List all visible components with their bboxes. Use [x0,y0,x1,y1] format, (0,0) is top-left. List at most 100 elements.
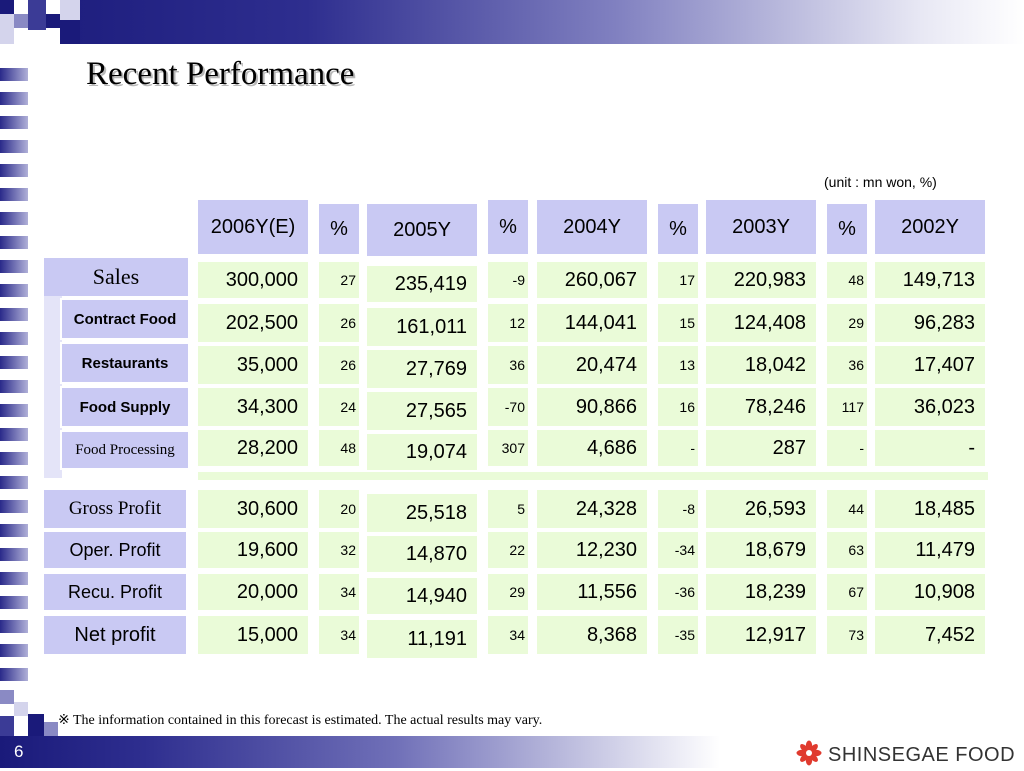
cell-r3-v2004: 90,866 [537,388,647,426]
cell-r6-v2003: 18,679 [706,532,816,568]
cell-r3-p1: 24 [319,388,359,426]
top-banner [0,0,1024,44]
cell-r3-v2005: 27,565 [367,392,477,430]
cell-r8-v2005: 11,191 [367,620,477,658]
cell-r7-v2003: 18,239 [706,574,816,610]
cell-r6-p4: 63 [827,532,867,568]
cell-r6-p3: -34 [658,532,698,568]
page-title: Recent Performance [86,56,355,92]
cell-r1-v2003: 124,408 [706,304,816,342]
row-label-contract-food: Contract Food [60,298,190,340]
cell-r5-p3: -8 [658,490,698,528]
cell-r1-p4: 29 [827,304,867,342]
row-label-net-profit: Net profit [44,616,186,654]
cell-r8-p1: 34 [319,616,359,654]
cell-r0-p2: -9 [488,262,528,298]
cell-r5-v2003: 26,593 [706,490,816,528]
flower-logo-icon [796,740,822,771]
page-number: 6 [14,742,24,761]
col-header-pct-1: % [319,204,359,254]
cell-r6-p2: 22 [488,532,528,568]
cell-r0-v2006: 300,000 [198,262,308,298]
col-header-pct-4: % [827,204,867,254]
cell-r2-p1: 26 [319,346,359,384]
cell-r5-v2002: 18,485 [875,490,985,528]
cell-r8-p4: 73 [827,616,867,654]
cell-r2-v2003: 18,042 [706,346,816,384]
row-label-recu-profit: Recu. Profit [44,574,186,610]
row-label-restaurants: Restaurants [60,342,190,384]
cell-r8-p2: 34 [488,616,528,654]
col-header-2004: 2004Y [537,200,647,254]
cell-r7-p2: 29 [488,574,528,610]
cell-r5-v2005: 25,518 [367,494,477,532]
cell-r2-v2005: 27,769 [367,350,477,388]
top-checker-decoration [0,0,80,44]
cell-r6-v2005: 14,870 [367,536,477,572]
row-label-food-supply: Food Supply [60,386,190,428]
cell-r2-p3: 13 [658,346,698,384]
cell-r4-p4: - [827,430,867,466]
cell-r8-v2003: 12,917 [706,616,816,654]
cell-r5-p4: 44 [827,490,867,528]
cell-r4-v2002: - [875,430,985,466]
cell-r6-v2002: 11,479 [875,532,985,568]
cell-r5-v2006: 30,600 [198,490,308,528]
cell-r0-p3: 17 [658,262,698,298]
col-header-2003: 2003Y [706,200,816,254]
cell-r4-v2005: 19,074 [367,434,477,470]
cell-r6-v2004: 12,230 [537,532,647,568]
cell-r8-v2002: 7,452 [875,616,985,654]
col-header-pct-2: % [488,200,528,254]
cell-r0-v2005: 235,419 [367,266,477,302]
cell-r1-v2006: 202,500 [198,304,308,342]
cell-r2-v2006: 35,000 [198,346,308,384]
cell-r2-v2004: 20,474 [537,346,647,384]
cell-r3-v2006: 34,300 [198,388,308,426]
col-header-pct-3: % [658,204,698,254]
cell-r2-p4: 36 [827,346,867,384]
cell-r8-v2004: 8,368 [537,616,647,654]
cell-r0-v2003: 220,983 [706,262,816,298]
cell-r7-v2006: 20,000 [198,574,308,610]
bottom-banner [0,736,720,768]
row-label-gross-profit: Gross Profit [44,490,186,528]
cell-r3-p3: 16 [658,388,698,426]
bottom-checker-decoration [0,690,60,736]
cell-r4-p3: - [658,430,698,466]
cell-r4-p1: 48 [319,430,359,466]
group-divider [198,472,988,480]
cell-r3-v2003: 78,246 [706,388,816,426]
cell-r4-v2003: 287 [706,430,816,466]
cell-r7-p4: 67 [827,574,867,610]
footnote: ※ The information contained in this fore… [58,713,543,728]
cell-r3-p4: 117 [827,388,867,426]
subgroup-bracket [44,296,62,478]
cell-r4-p2: 307 [488,430,528,466]
cell-r1-v2004: 144,041 [537,304,647,342]
unit-note: (unit : mn won, %) [824,174,937,190]
cell-r5-v2004: 24,328 [537,490,647,528]
cell-r1-v2005: 161,011 [367,308,477,346]
cell-r0-v2004: 260,067 [537,262,647,298]
col-header-2006: 2006Y(E) [198,200,308,254]
cell-r7-v2005: 14,940 [367,578,477,614]
cell-r4-v2006: 28,200 [198,430,308,466]
left-stripe-decoration [0,68,28,688]
brand-name: SHINSEGAE FOOD [828,744,1016,766]
cell-r3-v2002: 36,023 [875,388,985,426]
cell-r1-p3: 15 [658,304,698,342]
col-header-2005: 2005Y [367,204,477,256]
row-label-sales: Sales [44,258,188,296]
cell-r0-p1: 27 [319,262,359,298]
cell-r4-v2004: 4,686 [537,430,647,466]
cell-r1-v2002: 96,283 [875,304,985,342]
cell-r8-p3: -35 [658,616,698,654]
cell-r5-p2: 5 [488,490,528,528]
cell-r7-p3: -36 [658,574,698,610]
cell-r2-v2002: 17,407 [875,346,985,384]
cell-r2-p2: 36 [488,346,528,384]
cell-r3-p2: -70 [488,388,528,426]
cell-r5-p1: 20 [319,490,359,528]
cell-r7-v2002: 10,908 [875,574,985,610]
